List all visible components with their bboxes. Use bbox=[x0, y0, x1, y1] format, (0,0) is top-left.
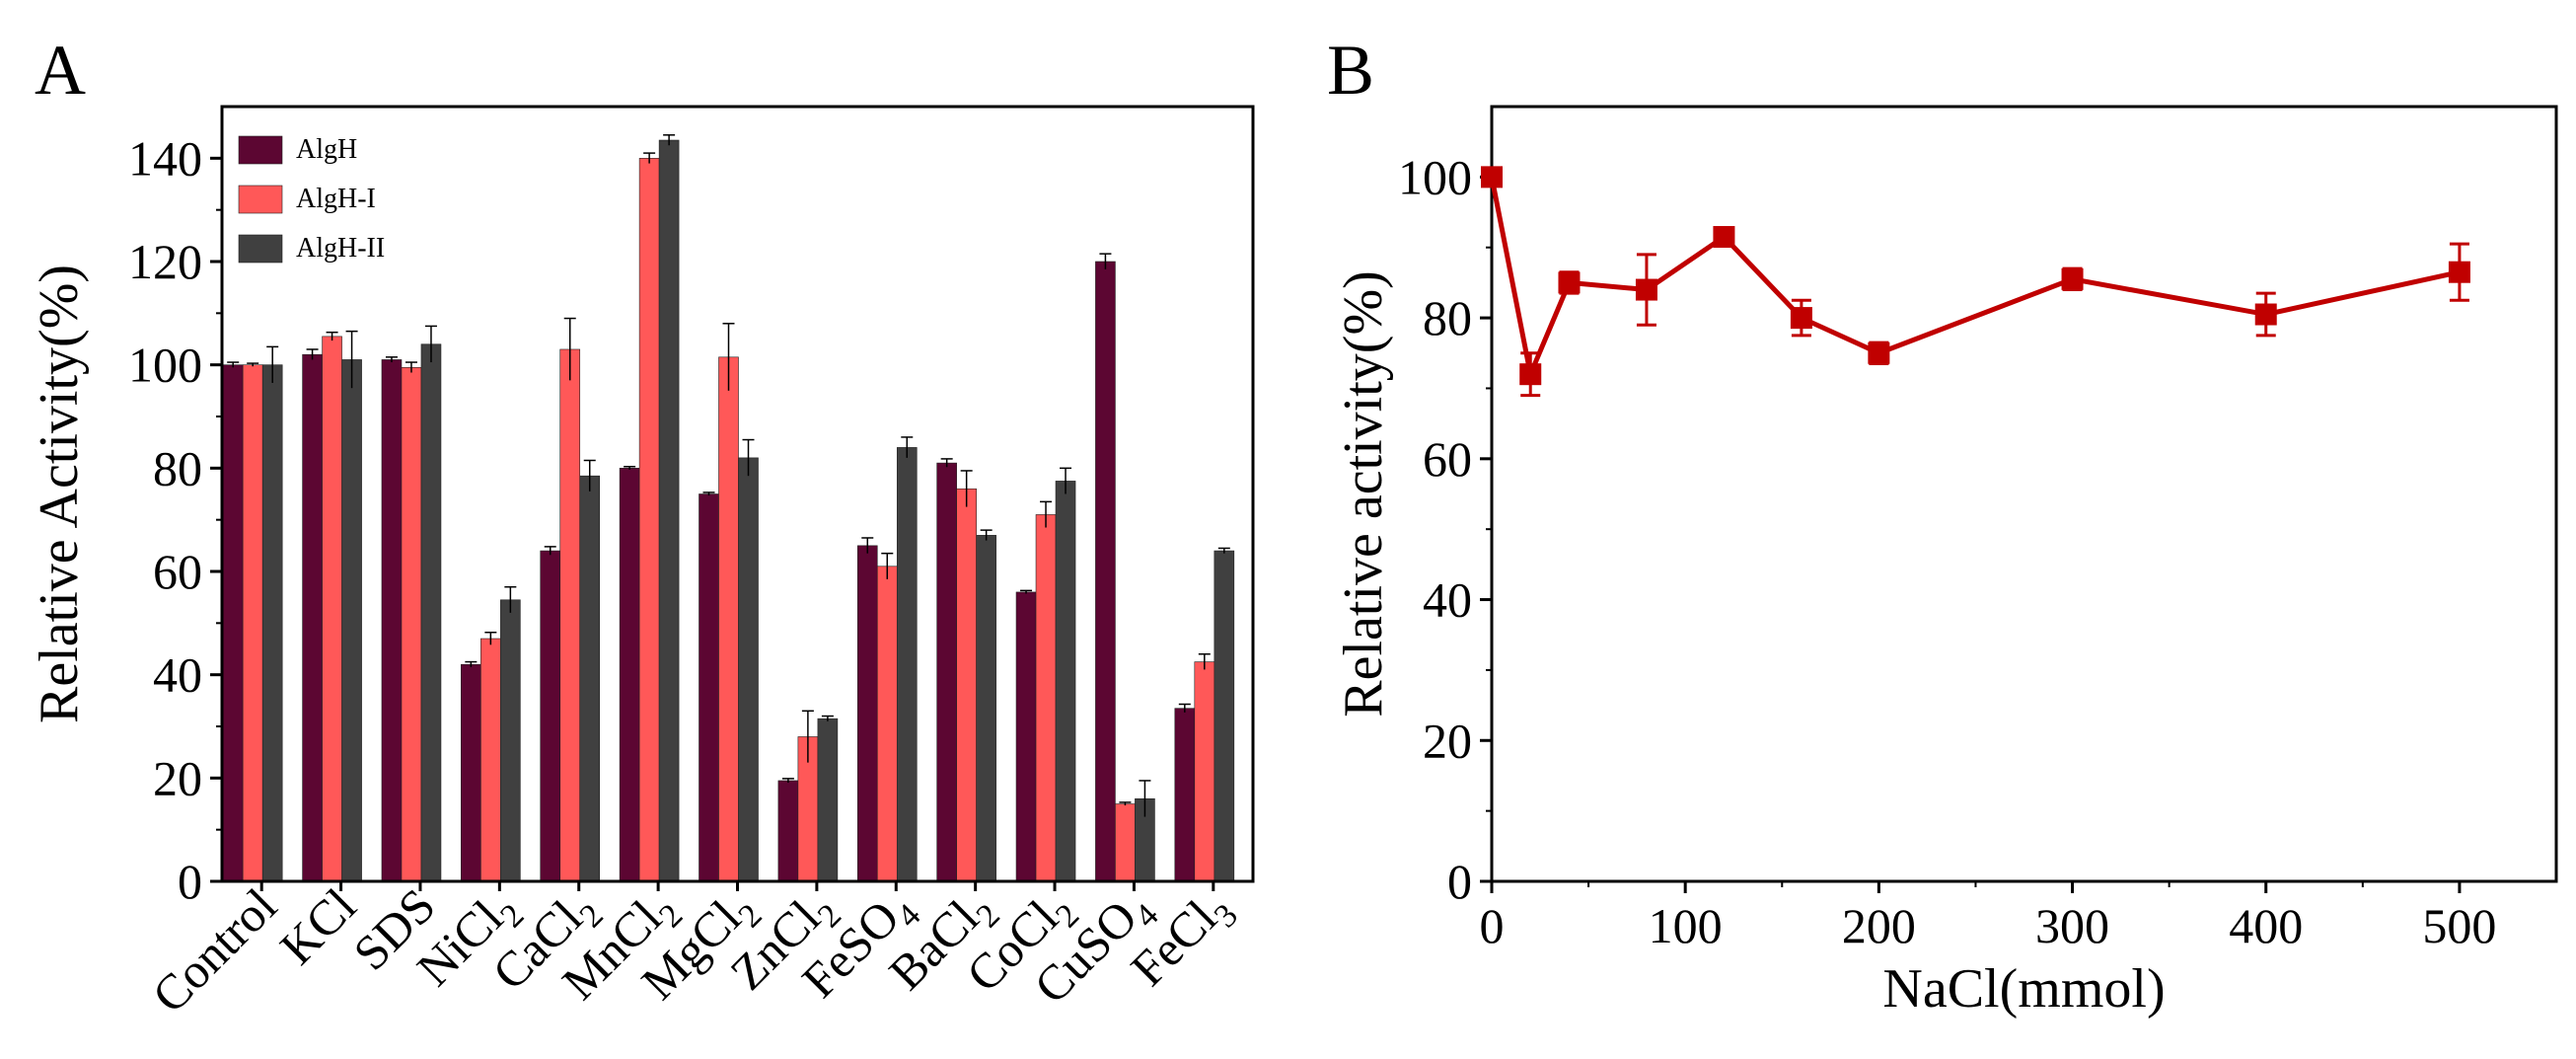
y-tick-label: 80 bbox=[1423, 290, 1472, 345]
x-tick-label: 400 bbox=[2229, 898, 2303, 953]
bar-algh-i-4 bbox=[559, 348, 581, 882]
bar-algh-i-9 bbox=[956, 488, 977, 882]
y-tick-label: 140 bbox=[128, 130, 202, 186]
bar-algh-ii-12 bbox=[1214, 550, 1235, 882]
legend-swatch bbox=[238, 135, 283, 165]
data-point bbox=[1868, 341, 1890, 364]
y-tick-label: 0 bbox=[178, 854, 202, 909]
bar-algh-i-6 bbox=[718, 356, 739, 882]
bar-algh-ii-1 bbox=[341, 359, 362, 882]
legend-swatch bbox=[238, 185, 283, 214]
bar-algh-i-3 bbox=[480, 638, 501, 882]
bar-algh-6 bbox=[699, 493, 719, 882]
bar-algh-12 bbox=[1174, 708, 1196, 882]
bar-algh-10 bbox=[1015, 591, 1037, 882]
bar-algh-3 bbox=[461, 663, 481, 882]
bar-algh-ii-5 bbox=[658, 139, 680, 882]
y-axis-label: Relative activity(%) bbox=[1333, 270, 1394, 717]
bar-algh-ii-3 bbox=[500, 599, 521, 882]
bar-algh-11 bbox=[1095, 261, 1116, 882]
x-tick-label: FeCl3 bbox=[1120, 877, 1245, 1003]
data-point bbox=[1790, 307, 1812, 330]
y-tick-label: 0 bbox=[1447, 854, 1472, 909]
data-point bbox=[1713, 226, 1735, 249]
bar-algh-ii-6 bbox=[738, 457, 759, 882]
y-tick-label: 20 bbox=[1423, 713, 1472, 768]
x-tick-label-text: KCl bbox=[269, 877, 367, 975]
bar-algh-4 bbox=[540, 550, 561, 882]
bar-algh-i-2 bbox=[401, 366, 422, 882]
legend-swatch bbox=[238, 234, 283, 264]
legend-label: AlgH bbox=[296, 134, 357, 165]
y-tick-label: 40 bbox=[153, 647, 202, 703]
bar-algh-1 bbox=[302, 353, 323, 882]
x-tick-label: 500 bbox=[2422, 898, 2496, 953]
bar-algh-i-10 bbox=[1035, 514, 1057, 882]
y-tick-label: 80 bbox=[153, 440, 202, 495]
legend-label: AlgH-I bbox=[296, 184, 376, 214]
y-tick-label: 100 bbox=[128, 338, 202, 393]
bar-algh-ii-8 bbox=[896, 447, 918, 882]
bar-algh-i-11 bbox=[1115, 803, 1136, 882]
bar-algh-2 bbox=[381, 359, 403, 882]
x-tick-label: 100 bbox=[1649, 898, 1723, 953]
data-point bbox=[2061, 267, 2084, 290]
y-tick-label: 120 bbox=[128, 234, 202, 289]
bar-algh-9 bbox=[936, 462, 957, 882]
y-tick-label: 40 bbox=[1423, 572, 1472, 628]
y-tick-label: 20 bbox=[153, 750, 202, 805]
data-point bbox=[1481, 166, 1503, 189]
bar-algh-7 bbox=[777, 780, 799, 882]
panel-b-label: B bbox=[1327, 31, 1374, 110]
data-point bbox=[1635, 278, 1657, 301]
x-tick-label: 200 bbox=[1842, 898, 1916, 953]
bar-algh-i-1 bbox=[322, 336, 342, 882]
x-tick-label: Control bbox=[141, 877, 287, 1023]
panel-a-label: A bbox=[35, 31, 86, 110]
bar-algh-ii-0 bbox=[261, 364, 283, 882]
x-tick-label-text: Control bbox=[141, 877, 287, 1023]
bar-algh-5 bbox=[619, 468, 640, 882]
y-tick-label: 100 bbox=[1398, 149, 1472, 204]
x-axis-label: NaCl(mmol) bbox=[1882, 958, 2165, 1020]
x-tick-label: 300 bbox=[2035, 898, 2109, 953]
bar-algh-i-5 bbox=[638, 158, 660, 882]
data-point bbox=[2254, 303, 2277, 326]
bar-algh-0 bbox=[222, 364, 244, 882]
plot-frame bbox=[1490, 105, 2558, 883]
bar-algh-8 bbox=[856, 545, 878, 882]
legend-label: AlgH-II bbox=[296, 233, 385, 264]
chart-b: 0 20 40 60 80 100 0 100 200 300 400 500 NaCl(mmol) Re… bbox=[1333, 105, 2558, 1020]
x-tick-label: KCl bbox=[269, 877, 367, 975]
bar-algh-i-12 bbox=[1194, 661, 1215, 882]
bar-algh-ii-10 bbox=[1055, 481, 1076, 882]
x-tick-label: 0 bbox=[1480, 898, 1505, 953]
bar-algh-ii-9 bbox=[976, 535, 996, 882]
data-point bbox=[1558, 271, 1581, 294]
bar-algh-i-8 bbox=[876, 566, 898, 882]
bar-algh-ii-4 bbox=[579, 475, 601, 882]
y-tick-label: 60 bbox=[153, 544, 202, 599]
bar-algh-ii-7 bbox=[817, 718, 839, 882]
chart-a: 020406080100120140ControlKClSDSNiCl2CaCl… bbox=[29, 105, 1255, 1023]
bar-algh-ii-2 bbox=[420, 343, 442, 882]
data-point bbox=[2448, 261, 2470, 283]
series-line bbox=[1489, 176, 2461, 383]
y-tick-label: 60 bbox=[1423, 431, 1472, 487]
data-point bbox=[1519, 363, 1542, 386]
bar-algh-i-0 bbox=[242, 364, 263, 882]
y-axis-label: Relative Activity(%) bbox=[29, 265, 90, 723]
